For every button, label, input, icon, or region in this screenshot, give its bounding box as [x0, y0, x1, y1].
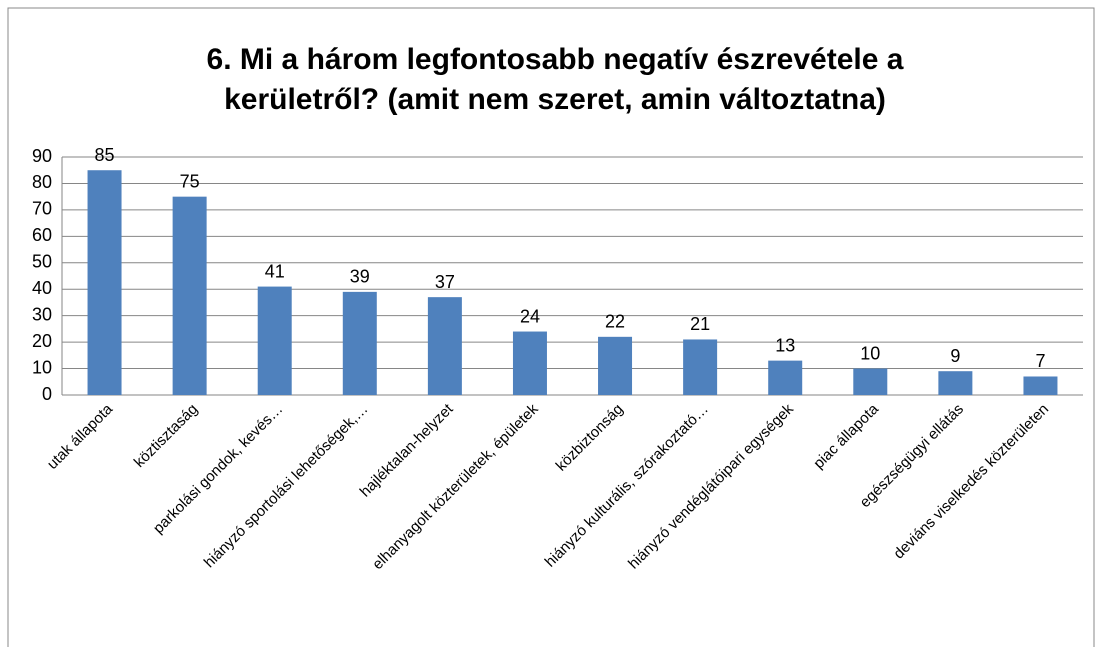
- x-tick-label: hajléktalan-helyzet: [357, 400, 457, 500]
- bar: [512, 331, 547, 395]
- data-label: 41: [265, 261, 285, 281]
- chart-title: 6. Mi a három legfontosabb negatív észre…: [206, 43, 904, 116]
- x-tick-label: köztisztaság: [131, 401, 201, 471]
- x-tick-label: hiányzó sportolási lehetőségek,…: [201, 401, 372, 572]
- bar: [87, 170, 122, 395]
- x-tick-label: piac állapota: [810, 400, 882, 472]
- bar: [938, 371, 973, 395]
- bar: [1023, 376, 1058, 395]
- y-tick-label: 30: [32, 304, 52, 324]
- y-tick-label: 60: [32, 225, 52, 245]
- y-tick-label: 70: [32, 199, 52, 219]
- data-label: 85: [95, 145, 115, 165]
- x-tick-label: deviáns viselkedés közterületen: [890, 401, 1052, 563]
- data-label: 7: [1035, 351, 1045, 371]
- data-label: 37: [435, 272, 455, 292]
- data-label: 75: [180, 171, 200, 191]
- x-tick-label: utak állapota: [44, 400, 117, 473]
- data-label: 13: [775, 335, 795, 355]
- bar: [768, 360, 803, 395]
- bar: [342, 291, 377, 395]
- bar: [853, 368, 888, 395]
- y-tick-label: 10: [32, 357, 52, 377]
- data-label: 22: [605, 312, 625, 332]
- y-tick-label: 90: [32, 146, 52, 166]
- bar: [598, 336, 633, 395]
- chart-border: [7, 7, 1095, 647]
- data-label: 39: [350, 267, 370, 287]
- bar: [172, 196, 207, 395]
- data-label: 9: [950, 346, 960, 366]
- x-tick-label: elhanyagolt közterületek, épületek: [369, 400, 542, 573]
- x-tick-label: hiányzó vendéglátóipari egységek: [625, 400, 797, 572]
- data-label: 21: [690, 314, 710, 334]
- y-tick-label: 40: [32, 278, 52, 298]
- bar: [683, 339, 718, 395]
- y-tick-label: 80: [32, 172, 52, 192]
- bar: [257, 286, 292, 395]
- x-tick-label: hiányzó kulturális, szórakoztató…: [542, 401, 712, 571]
- bar: [427, 297, 462, 395]
- y-tick-label: 0: [42, 384, 52, 404]
- data-label: 10: [860, 343, 880, 363]
- x-tick-label: közbiztonság: [553, 401, 627, 475]
- y-tick-label: 50: [32, 252, 52, 272]
- data-label: 24: [520, 306, 540, 326]
- y-tick-label: 20: [32, 331, 52, 351]
